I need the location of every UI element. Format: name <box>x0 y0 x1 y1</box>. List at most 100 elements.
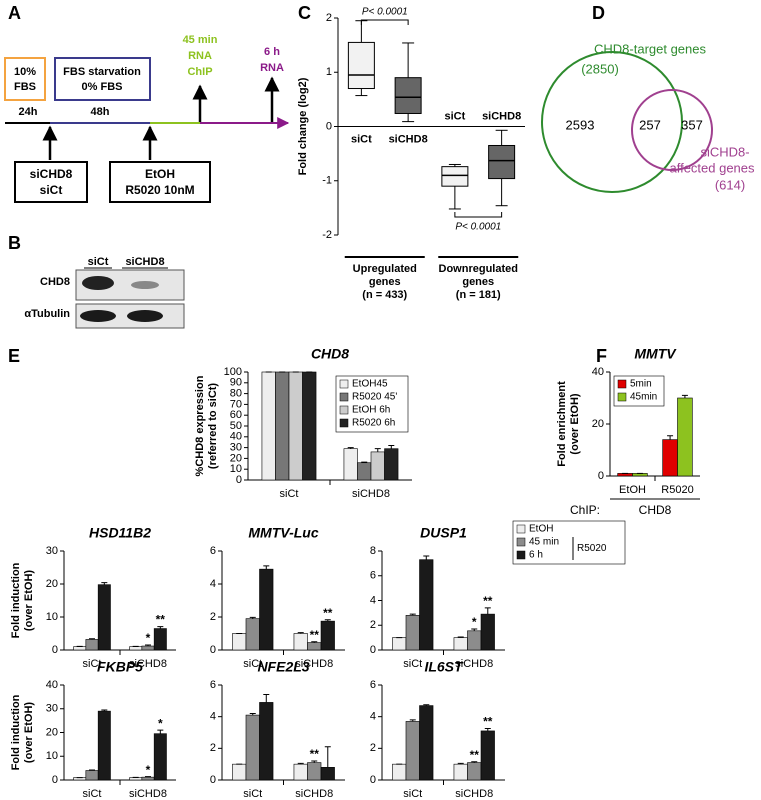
y-tick-label: 80 <box>230 388 242 400</box>
band <box>127 310 163 322</box>
panel-label: B <box>8 233 21 253</box>
region-count: 357 <box>681 117 703 132</box>
bar <box>129 646 143 651</box>
chart-title: MMTV <box>634 346 677 362</box>
bar <box>153 733 167 781</box>
significance-bracket <box>454 212 503 218</box>
bar <box>85 770 99 781</box>
error-bar <box>457 762 464 765</box>
x-tick-label: siCHD8 <box>482 110 521 122</box>
band <box>131 281 159 289</box>
harvest-text: 45 min <box>183 34 218 46</box>
y-tick-label: 40 <box>592 366 604 378</box>
legend-label: 5min <box>630 379 652 390</box>
y-tick-label: 8 <box>370 545 376 557</box>
bar <box>302 371 317 481</box>
y-tick-label: 2 <box>326 12 332 24</box>
error-bar <box>374 448 381 452</box>
error-bar <box>388 444 395 449</box>
x-tick-label: siCt <box>280 488 299 500</box>
y-tick-label: 30 <box>46 545 58 557</box>
error-bar <box>409 719 416 722</box>
box <box>488 144 516 180</box>
significance: * <box>472 615 477 629</box>
bar <box>259 568 274 651</box>
legend-swatch <box>617 392 627 402</box>
bar <box>480 730 495 781</box>
legend-label: 45min <box>630 392 657 403</box>
bar <box>370 451 385 481</box>
group-label: (n = 433) <box>362 289 407 301</box>
x-tick-label: siCHD8 <box>455 788 493 800</box>
group-label: (n = 181) <box>456 289 501 301</box>
x-label-prefix: ChIP: <box>570 503 600 517</box>
x-tick-label: siCHD8 <box>352 488 390 500</box>
y-tick-label: 90 <box>230 377 242 389</box>
y-tick-label: 0 <box>598 470 604 482</box>
y-axis-title: (referred to siCt) <box>207 383 219 470</box>
y-tick-label: 70 <box>230 398 242 410</box>
y-tick-label: 6 <box>210 679 216 691</box>
y-tick-label: -2 <box>322 229 332 241</box>
error-bar <box>484 607 491 615</box>
y-tick-label: 6 <box>210 545 216 557</box>
error-bar <box>101 709 108 712</box>
set-label: CHD8-target genes <box>594 41 706 56</box>
y-tick-label: 0 <box>52 644 58 656</box>
y-axis-title: %CHD8 expression <box>194 375 206 476</box>
panel-label: F <box>596 346 607 366</box>
x-tick-label: siCt <box>351 133 372 145</box>
x-tick-label: siCt <box>444 110 465 122</box>
y-tick-label: 2 <box>210 611 216 623</box>
y-tick-label: 4 <box>210 711 216 723</box>
bar <box>392 637 407 651</box>
bar <box>357 462 372 481</box>
chart-title: DUSP1 <box>420 525 467 541</box>
panel-label: E <box>8 346 20 366</box>
x-tick-label: siCHD8 <box>389 133 428 145</box>
error-bar <box>157 729 164 734</box>
y-tick-label: 20 <box>230 452 242 464</box>
error-bar <box>681 394 688 398</box>
row-label: CHD8 <box>40 276 70 288</box>
bar <box>245 618 260 651</box>
x-axis-title: CHD8 <box>639 503 672 517</box>
y-tick-label: 0 <box>210 644 216 656</box>
bar <box>245 714 260 781</box>
y-tick-label: 10 <box>230 463 242 475</box>
error-bar <box>409 613 416 616</box>
x-tick-label: siCHD8 <box>129 658 167 670</box>
error-bar <box>471 761 478 763</box>
group-label: genes <box>369 276 401 288</box>
legend-frame <box>512 520 626 565</box>
bar <box>73 646 87 651</box>
error-bar <box>347 447 354 449</box>
y-axis-title: (over EtOH) <box>23 702 35 763</box>
box-text: FBS <box>14 81 36 93</box>
legend-swatch <box>339 392 349 402</box>
y-tick-label: 20 <box>46 578 58 590</box>
x-tick-label: siCt <box>243 658 262 670</box>
box <box>441 166 469 187</box>
set-circle <box>541 51 683 193</box>
bar <box>293 633 308 651</box>
set-circle <box>631 89 713 171</box>
legend-label: EtOH 6h <box>352 405 390 416</box>
error-bar <box>297 762 304 765</box>
error-bar <box>249 713 256 716</box>
set-total: (614) <box>715 177 745 192</box>
error-bar <box>423 555 430 560</box>
time-label: 48h <box>91 106 110 118</box>
box-text: 0% FBS <box>82 81 123 93</box>
region-count: 257 <box>639 117 661 132</box>
y-axis-title: (over EtOH) <box>569 393 581 454</box>
p-value: P< 0.0001 <box>455 222 501 233</box>
y-tick-label: 4 <box>370 594 376 606</box>
significance: ** <box>483 715 493 729</box>
significance: ** <box>483 594 493 608</box>
chart-title: MMTV-Luc <box>248 525 318 541</box>
x-tick-label: siCt <box>403 658 422 670</box>
x-tick-label: R5020 <box>661 484 693 496</box>
x-tick-label: siCHD8 <box>129 788 167 800</box>
x-tick-label: siCHD8 <box>295 658 333 670</box>
